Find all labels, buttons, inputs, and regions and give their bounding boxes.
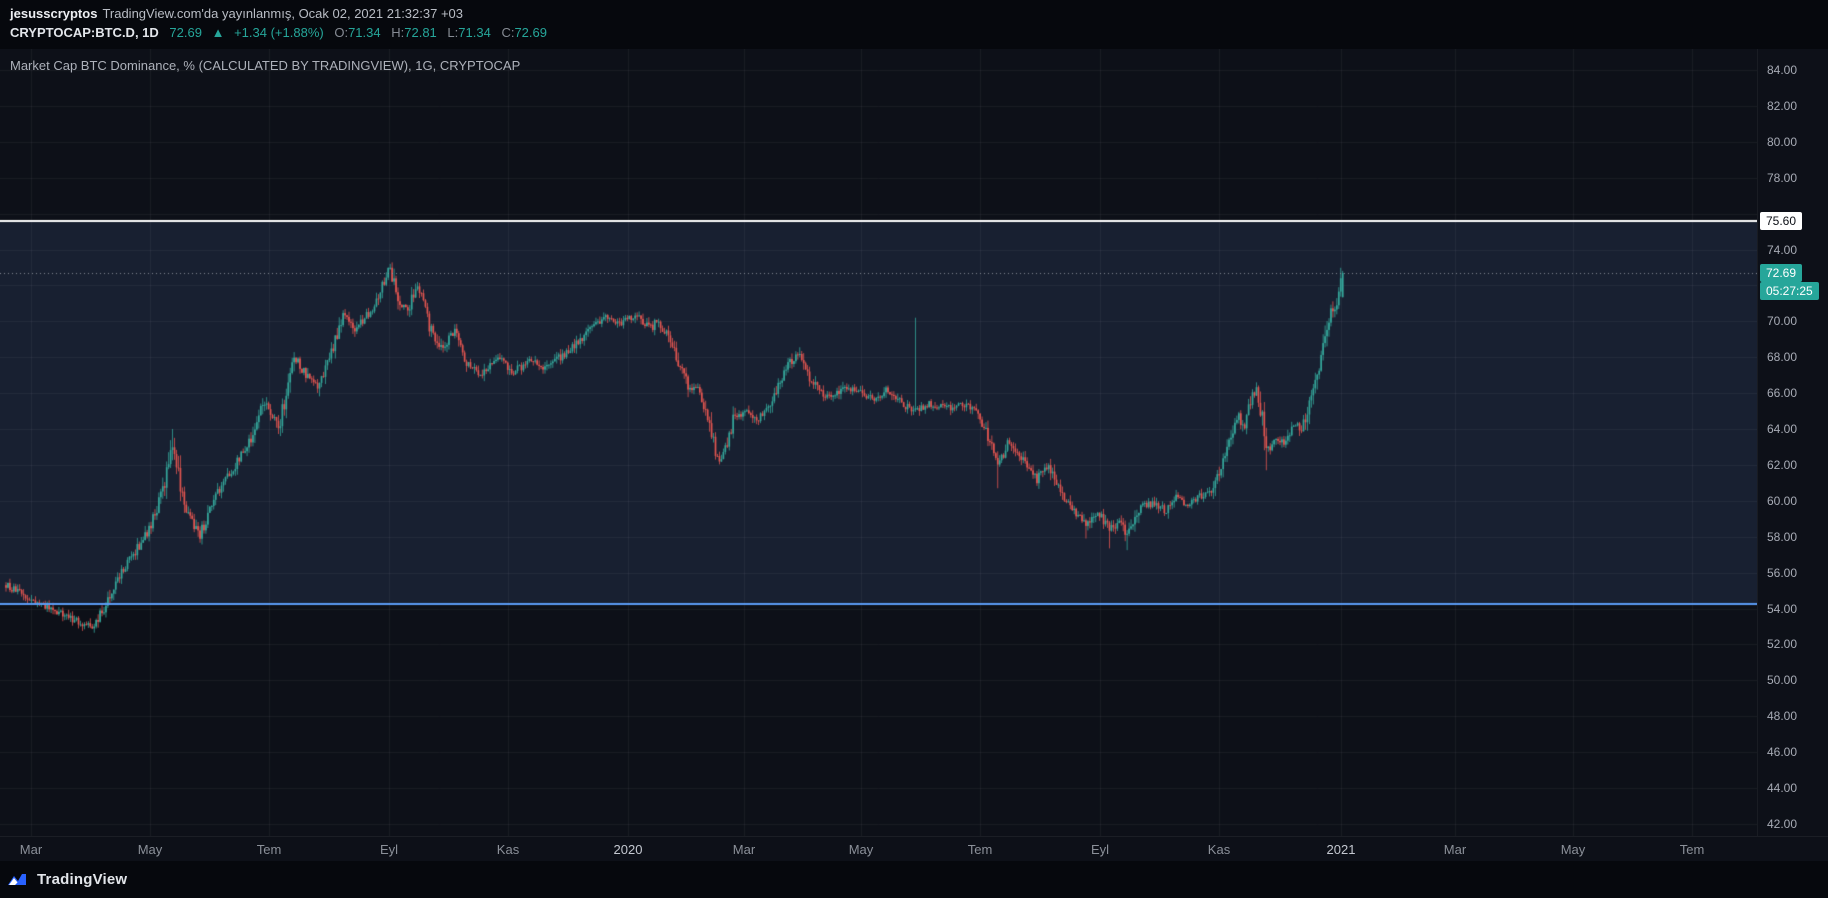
price-tick-label: 62.00 [1767,457,1798,472]
price-tick-label: 56.00 [1767,565,1798,580]
price-tick-label: 48.00 [1767,709,1798,724]
price-tick-label: 44.00 [1767,781,1798,795]
price-tick-label: 78.00 [1767,170,1798,185]
username: jesusscryptos [10,6,98,21]
publish-text: TradingView.com'da yayınlanmış, Ocak 02,… [102,6,464,21]
high-label: H: [391,25,405,40]
close-value: 72.69 [514,25,547,40]
time-tick-label: Tem [1679,842,1705,857]
price-tick-label: 54.00 [1767,601,1798,616]
symbol-name: CRYPTOCAP:BTC.D, 1D [10,25,159,40]
chart-area[interactable]: Market Cap BTC Dominance, % (CALCULATED … [0,49,1828,836]
time-tick-year-label: 2021 [1326,842,1356,857]
publish-info: jesusscryptos TradingView.com'da yayınlan… [10,6,1818,21]
change-arrow-icon: ▲ [211,25,225,40]
time-tick-label: Tem [967,842,993,857]
price-tick-label: 42.00 [1767,816,1798,831]
price-tick-label: 64.00 [1767,422,1798,436]
time-tick-label: May [137,842,163,857]
time-tick-label: Kas [1207,842,1231,857]
tradingview-brand-text[interactable]: TradingView [37,871,128,888]
price-tick-label: 50.00 [1767,673,1798,688]
time-tick-label: May [1560,842,1586,857]
price-chart-canvas[interactable] [0,49,1757,836]
high-value: 72.81 [404,25,437,40]
price-tick-label: 80.00 [1767,134,1798,149]
price-tick-label: 68.00 [1767,350,1798,365]
time-tick-label: Eyl [379,842,399,857]
price-tick-label: 84.00 [1767,63,1798,77]
low-value: 71.34 [458,25,491,40]
header: jesusscryptos TradingView.com'da yayınlan… [0,0,1828,49]
price-tick-label: 46.00 [1767,745,1798,760]
close-label: C: [501,25,515,40]
footer: TradingView [0,861,1828,898]
price-tick-label: 82.00 [1767,98,1798,113]
open-label: O: [334,25,349,40]
change-value: +1.34 (+1.88%) [234,25,324,40]
last-price-value: 72.69 [169,25,202,40]
price-tick-label: 60.00 [1767,493,1798,508]
symbol-info-row: CRYPTOCAP:BTC.D, 1D 72.69 ▲ +1.34 (+1.88… [10,25,1818,40]
time-tick-label: Mar [19,842,43,857]
last-price-label: 72.69 [1760,264,1803,282]
price-tick-label: 70.00 [1767,314,1798,329]
time-tick-label: Mar [732,842,756,857]
price-tick-label: 74.00 [1767,242,1798,257]
time-axis[interactable]: Mar May Tem Eyl Kas 2020 Mar May Tem Eyl Kas 2021 Ma… [0,836,1828,861]
open-value: 71.34 [348,25,381,40]
time-tick-label: May [848,842,874,857]
tradingview-logo-icon[interactable] [8,872,30,888]
time-tick-label: Mar [1443,842,1467,857]
price-tick-label: 66.00 [1767,386,1798,401]
time-tick-label: Eyl [1090,842,1110,857]
time-tick-label: Kas [496,842,520,857]
price-axis[interactable]: 75.60 72.69 05:27:25 84.00 82.00 80.00 78.0… [1757,49,1828,836]
low-label: L: [447,25,459,40]
time-tick-year-label: 2020 [613,842,643,857]
price-tick-label: 52.00 [1767,637,1798,652]
time-tick-label: Tem [256,842,282,857]
chart-title: Market Cap BTC Dominance, % (CALCULATED … [10,58,521,73]
price-tick-label: 58.00 [1767,529,1798,544]
resistance-price-label: 75.60 [1760,211,1803,230]
bar-countdown-label: 05:27:25 [1760,282,1819,300]
